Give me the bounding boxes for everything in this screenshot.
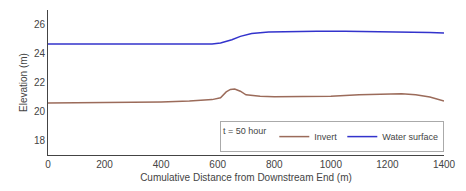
svg-text:26: 26 [34,19,46,30]
svg-text:400: 400 [153,159,170,170]
svg-text:18: 18 [34,135,46,146]
svg-text:20: 20 [34,106,46,117]
svg-text:Water surface: Water surface [382,132,438,142]
svg-text:1000: 1000 [320,159,343,170]
svg-text:600: 600 [209,159,226,170]
svg-text:800: 800 [266,159,283,170]
svg-text:t = 50 hour: t = 50 hour [223,126,266,136]
svg-text:200: 200 [96,159,113,170]
svg-text:24: 24 [34,48,46,59]
svg-text:Elevation (m): Elevation (m) [18,53,29,112]
svg-text:1400: 1400 [433,159,456,170]
svg-text:Cumulative Distance from Downs: Cumulative Distance from Downstream End … [140,172,352,183]
svg-text:Invert: Invert [314,132,337,142]
svg-text:1200: 1200 [376,159,399,170]
svg-text:22: 22 [34,77,46,88]
svg-text:0: 0 [45,159,51,170]
